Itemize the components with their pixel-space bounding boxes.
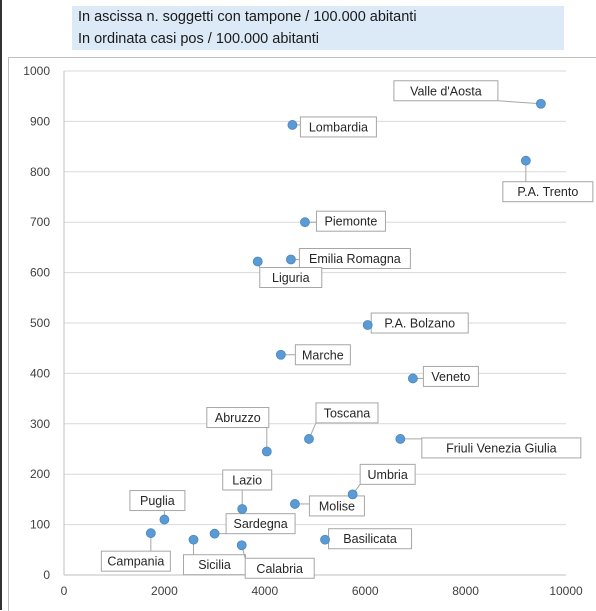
data-point [304, 434, 314, 444]
data-point [395, 434, 406, 444]
data-label: Friuli Venezia Giulia [446, 441, 557, 455]
data-label: Molise [319, 499, 355, 513]
data-label: Toscana [324, 406, 371, 420]
data-point [188, 534, 199, 545]
data-point [261, 446, 272, 457]
data-point [520, 155, 531, 166]
data-point [290, 499, 300, 509]
chart-header: In ascissa n. soggetti con tampone / 100… [72, 6, 564, 50]
data-point [536, 98, 546, 109]
data-label: Emilia Romagna [309, 252, 401, 266]
data-label-box [308, 495, 365, 517]
data-label-box [315, 210, 386, 232]
data-point [362, 320, 373, 330]
data-label-box [244, 557, 315, 579]
left-border [0, 0, 2, 610]
data-label-box [422, 365, 479, 387]
data-label-box [315, 402, 379, 424]
y-tick-label: 600 [30, 266, 50, 280]
data-label: Calabria [256, 562, 303, 576]
data-label: Campania [107, 555, 164, 569]
data-label-box [502, 181, 594, 203]
data-point [209, 528, 220, 539]
data-label-box [359, 463, 416, 485]
data-label: P.A. Bolzano [384, 317, 455, 331]
data-label-box [222, 469, 273, 491]
data-label: Sicilia [198, 558, 231, 572]
data-label-box [393, 80, 499, 102]
y-tick-label: 900 [30, 114, 50, 128]
leader-line [497, 100, 541, 105]
x-tick-label: 4000 [251, 584, 278, 598]
data-label-box [129, 490, 186, 512]
data-label: P.A. Trento [517, 185, 578, 199]
data-point [236, 540, 247, 551]
data-point [237, 504, 248, 514]
data-label: Liguria [272, 271, 310, 285]
x-tick-label: 10000 [549, 584, 583, 598]
data-point [252, 256, 263, 267]
data-point [159, 514, 170, 525]
chart-frame [8, 57, 596, 611]
data-point [407, 373, 418, 384]
y-tick-label: 100 [30, 518, 50, 532]
data-label-box [294, 344, 351, 366]
data-point [347, 489, 358, 500]
data-point [287, 120, 298, 130]
data-label: Marche [302, 348, 344, 362]
x-tick-label: 0 [61, 584, 68, 598]
header-line-x: In ascissa n. soggetti con tampone / 100… [78, 9, 417, 25]
data-label-box [259, 267, 323, 289]
data-label-box [299, 116, 377, 138]
data-label: Lazio [232, 473, 262, 487]
header-line-y: In ordinata casi pos / 100.000 abitanti [78, 31, 320, 47]
data-label: Umbria [368, 468, 408, 482]
data-point [320, 534, 330, 545]
y-tick-label: 300 [30, 417, 50, 431]
data-point [145, 528, 156, 539]
data-point [275, 349, 286, 360]
data-point [300, 217, 310, 228]
data-label: Sardegna [233, 517, 287, 531]
data-label-box [225, 513, 296, 535]
x-tick-label: 6000 [352, 584, 379, 598]
y-tick-label: 800 [30, 165, 50, 179]
data-label: Lombardia [309, 120, 368, 134]
y-tick-label: 400 [30, 366, 50, 380]
y-tick-label: 500 [30, 316, 50, 330]
y-tick-label: 700 [30, 215, 50, 229]
data-label: Veneto [431, 370, 470, 384]
data-label: Valle d'Aosta [410, 84, 482, 98]
y-tick-label: 1000 [23, 64, 50, 78]
x-tick-label: 2000 [151, 584, 178, 598]
data-label-box [206, 407, 270, 429]
data-point [286, 254, 296, 265]
data-label: Puglia [140, 494, 175, 508]
data-label-box [100, 550, 171, 572]
x-tick-label: 8000 [452, 584, 479, 598]
data-label: Abruzzo [215, 411, 261, 425]
data-label: Basilicata [343, 532, 397, 546]
y-tick-label: 200 [30, 467, 50, 481]
data-label: Piemonte [325, 215, 378, 229]
data-label-box [421, 437, 582, 459]
y-tick-label: 0 [43, 568, 50, 582]
data-label-box [298, 247, 411, 269]
